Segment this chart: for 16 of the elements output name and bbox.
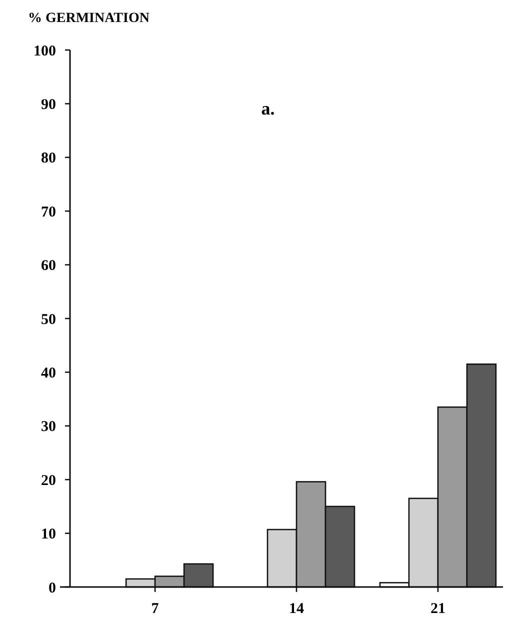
x-tick-label: 21 [430,601,446,617]
y-tick-label: 20 [41,472,56,489]
y-tick-label: 0 [48,580,56,596]
y-tick-label: 60 [41,258,56,274]
x-tick-label: 7 [151,601,160,617]
y-tick-label: 40 [41,365,56,382]
y-tick-label: 100 [34,43,56,60]
y-tick-label: 10 [41,526,56,543]
x-tick-label: 14 [289,601,304,617]
y-tick-label: 90 [41,96,56,113]
y-tick-label: 70 [41,204,56,220]
y-tick-label: 30 [41,419,56,436]
y-axis-title: % GERMINATION [28,11,150,26]
y-tick-label: 50 [41,312,56,328]
y-tick-label: 80 [41,150,56,167]
annotation: a. [261,98,275,118]
